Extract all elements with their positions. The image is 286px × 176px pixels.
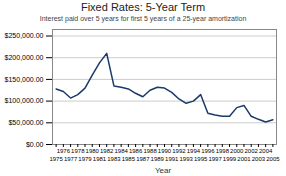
svg-text:1987: 1987 bbox=[136, 156, 150, 162]
svg-text:$0.00: $0.00 bbox=[26, 141, 44, 148]
svg-text:1979: 1979 bbox=[78, 156, 92, 162]
svg-text:1995: 1995 bbox=[194, 156, 208, 162]
svg-text:$250,000.00: $250,000.00 bbox=[5, 32, 44, 39]
svg-text:1980: 1980 bbox=[86, 148, 100, 154]
svg-text:2002: 2002 bbox=[245, 148, 259, 154]
svg-text:1989: 1989 bbox=[151, 156, 165, 162]
svg-text:1998: 1998 bbox=[216, 148, 230, 154]
svg-text:1984: 1984 bbox=[114, 148, 128, 154]
svg-text:$100,000.00: $100,000.00 bbox=[5, 97, 44, 104]
svg-text:$50,000.00: $50,000.00 bbox=[8, 119, 43, 126]
svg-text:1991: 1991 bbox=[165, 156, 179, 162]
svg-text:1981: 1981 bbox=[93, 156, 107, 162]
svg-text:1996: 1996 bbox=[201, 148, 215, 154]
svg-text:2001: 2001 bbox=[237, 156, 251, 162]
svg-text:2005: 2005 bbox=[266, 156, 280, 162]
svg-text:$150,000.00: $150,000.00 bbox=[5, 76, 44, 83]
svg-text:1975: 1975 bbox=[49, 156, 63, 162]
svg-text:1976: 1976 bbox=[57, 148, 71, 154]
html-text:Fixed Rates: 5-Year Term: Fixed Rates: 5-Year Term bbox=[80, 1, 206, 13]
svg-text:1986: 1986 bbox=[129, 148, 143, 154]
svg-text:1985: 1985 bbox=[122, 156, 136, 162]
svg-text:1990: 1990 bbox=[158, 148, 172, 154]
svg-text:1983: 1983 bbox=[107, 156, 121, 162]
svg-text:1988: 1988 bbox=[143, 148, 157, 154]
svg-text:1978: 1978 bbox=[71, 148, 85, 154]
svg-text:2004: 2004 bbox=[259, 148, 273, 154]
svg-text:$200,000.00: $200,000.00 bbox=[5, 54, 44, 61]
svg-text:2000: 2000 bbox=[230, 148, 244, 154]
svg-text:1977: 1977 bbox=[64, 156, 78, 162]
svg-text:1999: 1999 bbox=[223, 156, 237, 162]
svg-text:2003: 2003 bbox=[252, 156, 266, 162]
svg-text:1982: 1982 bbox=[100, 148, 114, 154]
svg-text:1993: 1993 bbox=[179, 156, 193, 162]
svg-text:1997: 1997 bbox=[208, 156, 222, 162]
html-text:Interest paid over 5 years for: Interest paid over 5 years for first 5 y… bbox=[39, 15, 247, 22]
svg-text:1994: 1994 bbox=[187, 148, 201, 154]
html-text:Year: Year bbox=[154, 166, 172, 175]
svg-text:1992: 1992 bbox=[172, 148, 186, 154]
